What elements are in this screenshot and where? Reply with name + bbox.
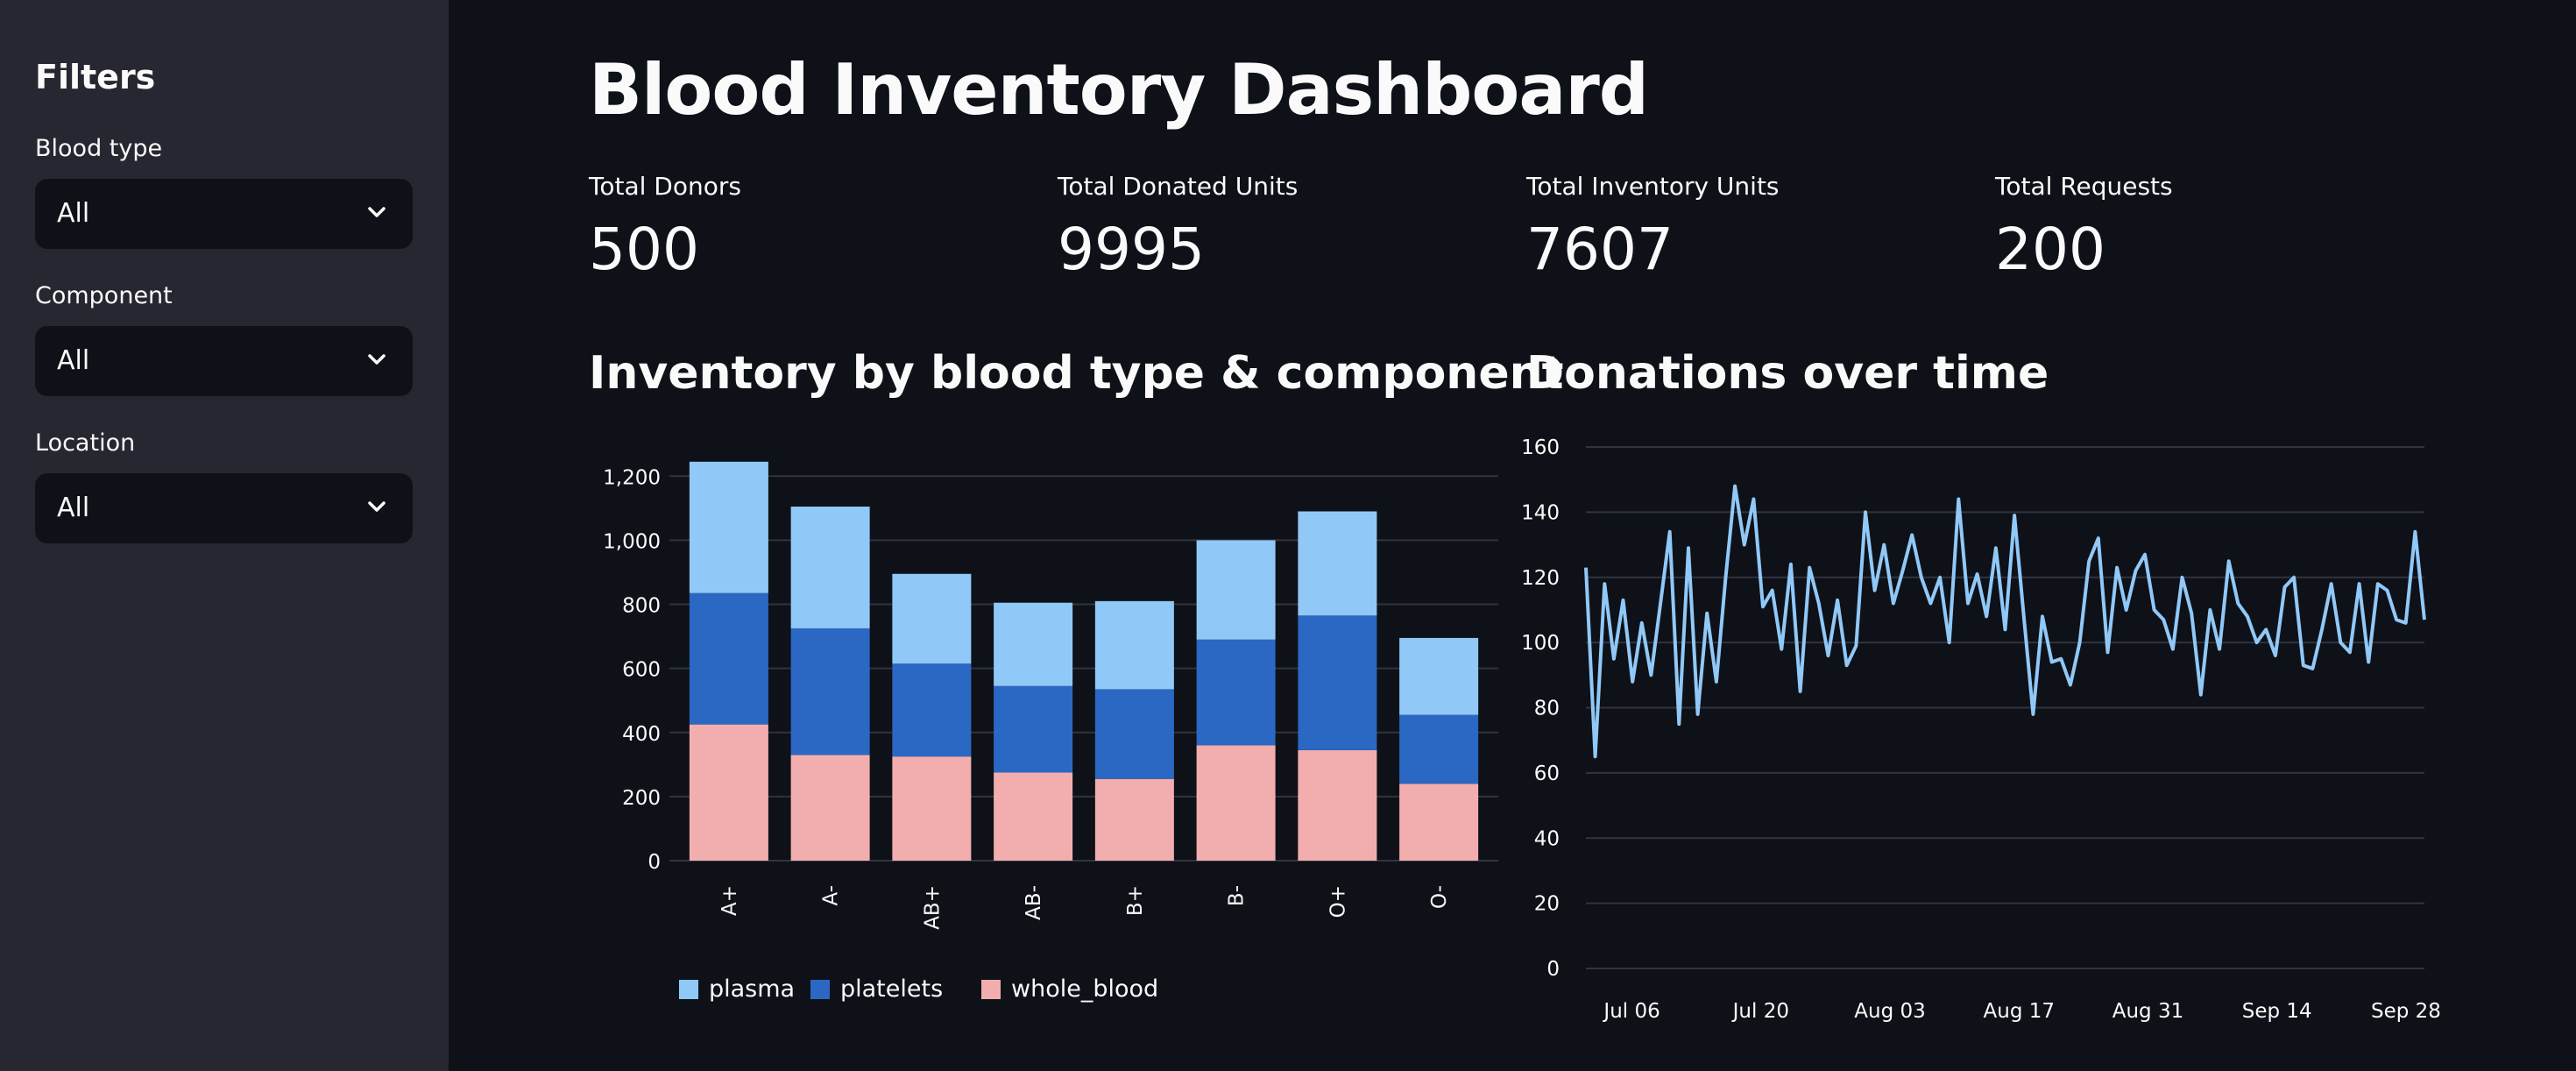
x-tick-label: AB+ (921, 885, 944, 930)
y-tick-label: 1,000 (603, 530, 661, 553)
bar-plasma (689, 461, 768, 593)
legend-label: whole_blood (1011, 975, 1158, 1003)
y-tick-label: 40 (1534, 827, 1560, 850)
blood-type-select[interactable]: All (35, 179, 413, 249)
x-tick-label: O+ (1327, 885, 1349, 918)
y-tick-label: 200 (622, 787, 661, 810)
metric-label-total-inventory-units: Total Inventory Units (1526, 172, 1780, 201)
chevron-down-icon (368, 354, 386, 365)
x-tick-label: Aug 17 (1984, 1000, 2056, 1023)
bar-whole_blood (1094, 778, 1174, 861)
metric-label-total-requests: Total Requests (1995, 172, 2173, 201)
y-tick-label: 120 (1521, 567, 1560, 590)
bar-platelets (1399, 714, 1479, 784)
legend-swatch-platelets (810, 980, 830, 999)
component-select[interactable]: All (35, 326, 413, 396)
bar-plasma (994, 602, 1073, 686)
sidebar: Filters Blood type All Component All Loc… (0, 0, 449, 1071)
x-tick-label: O- (1428, 885, 1451, 909)
y-tick-label: 800 (622, 595, 661, 618)
y-tick-label: 0 (648, 851, 661, 874)
y-tick-label: 400 (622, 723, 661, 746)
bar-plasma (1094, 600, 1174, 690)
bar-platelets (689, 592, 768, 725)
x-tick-label: Sep 14 (2242, 1000, 2312, 1023)
x-tick-label: Aug 03 (1854, 1000, 1926, 1023)
bar-plasma (892, 573, 972, 664)
bar-platelets (1094, 689, 1174, 779)
y-tick-label: 100 (1521, 632, 1560, 655)
y-tick-label: 80 (1534, 698, 1560, 720)
y-tick-label: 60 (1534, 762, 1560, 785)
location-value: All (57, 493, 90, 523)
bar-platelets (1298, 615, 1377, 750)
blood-type-label: Blood type (35, 135, 163, 162)
donations-line (1584, 484, 2426, 759)
x-tick-label: Jul 06 (1602, 1000, 1660, 1023)
bar-whole_blood (689, 724, 768, 861)
bar-plasma (1399, 637, 1479, 715)
x-tick-label: Sep 28 (2371, 1000, 2441, 1023)
bar-whole_blood (790, 755, 870, 861)
location-label: Location (35, 429, 136, 457)
y-tick-label: 20 (1534, 893, 1560, 916)
y-tick-label: 1,200 (603, 466, 661, 489)
x-tick-label: A- (820, 885, 843, 906)
metric-label-total-donated-units: Total Donated Units (1058, 172, 1299, 201)
x-tick-label: Jul 20 (1731, 1000, 1789, 1023)
donations-chart-title: Donations over time (1526, 347, 2049, 400)
location-select[interactable]: All (35, 473, 413, 543)
bar-platelets (892, 663, 972, 757)
y-tick-label: 140 (1521, 501, 1560, 524)
y-tick-label: 0 (1546, 958, 1560, 981)
bar-platelets (994, 685, 1073, 773)
x-tick-label: B- (1226, 885, 1249, 906)
sidebar-title: Filters (35, 58, 156, 96)
bar-whole_blood (1399, 784, 1479, 861)
inventory-chart-title: Inventory by blood type & component (589, 347, 1564, 400)
donations-line-chart: 0 20 40 60 80 100 120 140 160 Jul 06 Jul 20 Aug 03 A… (1521, 436, 2441, 1023)
bar-platelets (1196, 639, 1276, 746)
x-tick-label: A+ (718, 885, 741, 916)
metric-value-total-donors: 500 (589, 216, 699, 283)
y-tick-label: 160 (1521, 436, 1560, 459)
bar-plasma (1298, 511, 1377, 616)
bar-whole_blood (994, 772, 1073, 861)
bar-plasma (790, 507, 870, 628)
blood-type-value: All (57, 198, 90, 229)
legend-label: plasma (709, 975, 795, 1003)
bar-whole_blood (1196, 745, 1276, 861)
y-tick-label: 600 (622, 659, 661, 682)
legend-swatch-whole_blood (981, 980, 1001, 999)
metric-value-total-donated-units: 9995 (1058, 216, 1205, 283)
page-title: Blood Inventory Dashboard (589, 49, 1649, 131)
legend-swatch-plasma (679, 980, 698, 999)
bar-plasma (1196, 540, 1276, 640)
metric-value-total-inventory-units: 7607 (1526, 216, 1674, 283)
bar-whole_blood (892, 756, 972, 861)
bar-platelets (790, 628, 870, 755)
x-tick-label: AB- (1023, 885, 1045, 920)
inventory-bar-chart: 0 200 400 600 800 1,000 1,200 A+ A- AB+ AB- B+ B- O+ O… (603, 461, 1498, 1003)
legend-label: platelets (840, 975, 943, 1003)
component-label: Component (35, 282, 173, 309)
component-value: All (57, 345, 90, 376)
chevron-down-icon (368, 207, 386, 217)
x-tick-label: B+ (1124, 885, 1147, 916)
bar-whole_blood (1298, 749, 1377, 861)
metric-label-total-donors: Total Donors (589, 172, 741, 201)
x-tick-label: Aug 31 (2112, 1000, 2184, 1023)
chevron-down-icon (368, 501, 386, 512)
main-content: Blood Inventory Dashboard Total Donors 5… (449, 0, 2576, 1071)
metric-value-total-requests: 200 (1995, 216, 2105, 283)
